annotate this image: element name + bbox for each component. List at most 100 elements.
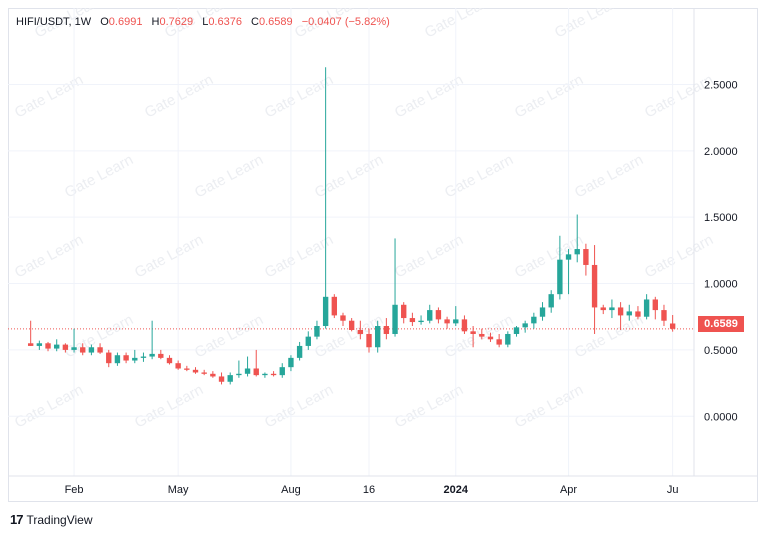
candle-body xyxy=(661,310,667,321)
tradingview-name: TradingView xyxy=(26,512,93,527)
watermark-text: Gate Learn xyxy=(192,311,266,361)
candle-body xyxy=(522,323,528,328)
candle-body xyxy=(557,259,563,295)
candlestick-chart[interactable]: Gate Learn Gate Learn Gate Learn Gate Learn… xyxy=(8,8,758,502)
candle-body xyxy=(401,304,407,319)
watermark-text: Gate Learn xyxy=(572,311,646,361)
candle-body xyxy=(253,368,259,376)
open-label: O xyxy=(100,16,109,28)
watermark-text: Gate Learn xyxy=(392,381,466,431)
x-tick-label: Apr xyxy=(560,484,577,496)
high-label: H xyxy=(151,16,160,28)
watermark-text: Gate Learn xyxy=(262,231,336,281)
candle-body xyxy=(366,333,372,348)
candle-body xyxy=(444,319,450,324)
candle-body xyxy=(531,316,537,324)
candle-body xyxy=(496,339,502,345)
candle-body xyxy=(513,327,520,334)
candle-body xyxy=(45,343,51,349)
candle-body xyxy=(270,373,277,376)
watermark-text: Gate Learn xyxy=(512,231,586,281)
watermark-text: Gate Learn xyxy=(422,8,496,42)
y-tick-label: 0.0000 xyxy=(704,411,738,423)
candle-body xyxy=(296,345,303,358)
watermark-text: Gate Learn xyxy=(442,151,516,201)
y-tick-label: 2.0000 xyxy=(704,146,738,158)
candle-body xyxy=(600,307,606,311)
candle-body xyxy=(626,311,632,316)
candle-body xyxy=(149,353,155,357)
candle-body xyxy=(106,352,112,364)
close-label: C xyxy=(251,16,259,28)
candle-body xyxy=(97,347,103,353)
watermark-text: Gate Learn xyxy=(12,71,86,121)
candle-body xyxy=(114,355,121,364)
tradingview-brand[interactable]: 17 TradingView xyxy=(10,512,93,527)
candle-body xyxy=(574,249,580,255)
high-value: 0.7629 xyxy=(159,16,194,28)
watermark-text: Gate Learn xyxy=(642,231,716,281)
candle-body xyxy=(392,304,398,334)
candle-body xyxy=(27,343,34,346)
candle-body xyxy=(565,254,572,260)
candle-body xyxy=(88,347,95,353)
x-tick-label: Aug xyxy=(281,484,301,496)
candle-body xyxy=(470,331,476,334)
watermark-text: Gate Learn xyxy=(512,381,586,431)
low-label: L xyxy=(202,16,209,28)
candle-body xyxy=(643,299,650,317)
candle-body xyxy=(539,307,546,317)
candle-body xyxy=(418,320,424,323)
candle-body xyxy=(609,307,615,311)
candle-body xyxy=(487,336,494,340)
candle-body xyxy=(288,357,294,368)
candle-body xyxy=(357,330,364,334)
candle-body xyxy=(54,344,60,349)
y-tick-label: 0.5000 xyxy=(704,345,738,357)
x-tick-label: 16 xyxy=(363,484,375,496)
candle-body xyxy=(132,357,138,361)
candle-body xyxy=(158,353,164,358)
candle-body xyxy=(435,310,442,320)
candle-body xyxy=(427,310,433,321)
candle-body xyxy=(123,355,129,361)
watermark-text: Gate Learn xyxy=(132,231,206,281)
candle-body xyxy=(262,373,268,376)
symbol-interval: HIFI/USDT, 1W xyxy=(16,16,92,28)
candle-body xyxy=(236,373,242,376)
chart-frame xyxy=(8,8,758,502)
candle-body xyxy=(201,372,207,374)
candle-body xyxy=(348,320,355,330)
y-tick-label: 1.5000 xyxy=(704,212,738,224)
candle-body xyxy=(305,336,311,346)
x-tick-label: Feb xyxy=(65,484,84,496)
candle-body xyxy=(505,333,511,345)
watermark-text: Gate Learn xyxy=(392,71,466,121)
candle-body xyxy=(36,343,43,346)
candle-body xyxy=(322,296,329,327)
candle-body xyxy=(166,357,173,364)
candle-body xyxy=(331,296,338,316)
candle-body xyxy=(461,319,468,332)
watermark-text: Gate Learn xyxy=(132,381,206,431)
watermark-text: Gate Learn xyxy=(572,151,646,201)
watermark-text: Gate Learn xyxy=(262,71,336,121)
candle-body xyxy=(374,326,381,348)
chart-legend: HIFI/USDT, 1W O0.6991 H0.7629 L0.6376 C0… xyxy=(16,16,390,28)
last-price-tag: 0.6589 xyxy=(698,316,744,332)
watermark-text: Gate Learn xyxy=(12,381,86,431)
candle-body xyxy=(383,326,390,334)
watermark-text: Gate Learn xyxy=(142,71,216,121)
watermark-text: Gate Learn xyxy=(192,151,266,201)
watermark-text: Gate Learn xyxy=(512,71,586,121)
candle-body xyxy=(218,376,225,382)
candle-body xyxy=(314,326,320,337)
x-tick-label: Ju xyxy=(667,484,679,496)
watermark-text: Gate Learn xyxy=(392,231,466,281)
candle-body xyxy=(340,315,346,321)
close-value: 0.6589 xyxy=(258,16,293,28)
candle-body xyxy=(479,333,485,337)
candle-body xyxy=(140,356,147,358)
candle-body xyxy=(548,294,554,308)
candle-body xyxy=(244,368,251,374)
